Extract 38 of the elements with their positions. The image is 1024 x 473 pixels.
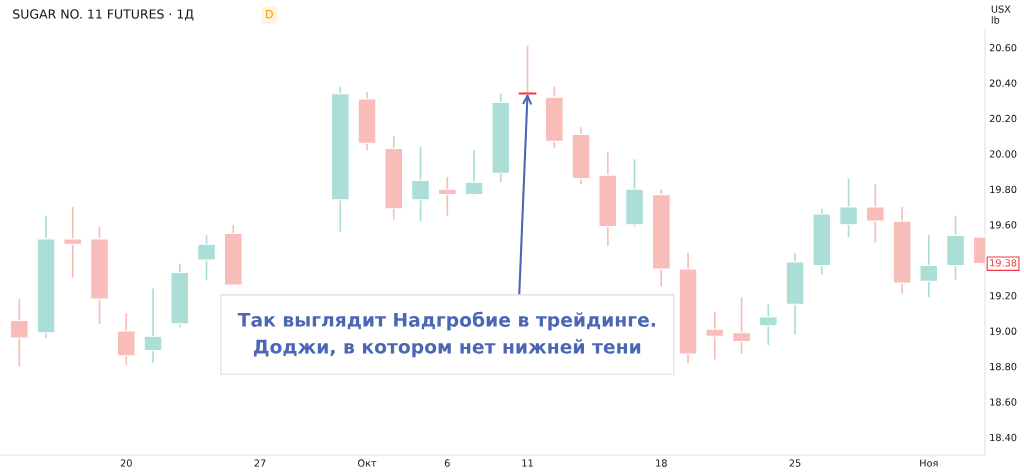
candlestick — [839, 177, 858, 238]
candlestick — [464, 149, 484, 198]
chart-title: SUGAR NO. 11 FUTURES · 1Д — [13, 9, 194, 21]
candlestick — [705, 310, 725, 361]
candlestick — [143, 287, 163, 364]
candlestick — [437, 176, 457, 217]
y-axis-title: USX lb — [991, 5, 1011, 24]
candlestick — [732, 296, 751, 355]
y-tick-label: 19.20 — [990, 292, 1017, 300]
annotation: Так выглядит Надгробие в трейдинге. Доджи, в котором нет нижней тени — [237, 311, 655, 358]
candlestick — [517, 44, 538, 95]
y-tick-label: 19.00 — [990, 327, 1017, 335]
y-tick-label: 19.60 — [990, 221, 1017, 229]
y-tick-label: 20.00 — [989, 150, 1017, 158]
y-tick-label: 20.60 — [989, 43, 1017, 52]
candlestick — [919, 234, 939, 299]
x-tick-label: 27 — [254, 459, 266, 467]
x-tick-label: Ноя — [920, 459, 938, 467]
candlestick — [63, 206, 83, 279]
y-tick-label: 20.20 — [989, 114, 1017, 123]
candlestick — [197, 234, 216, 281]
y-tick-label: 18.40 — [990, 433, 1017, 442]
annotation: 19.38 — [990, 259, 1017, 267]
x-tick-label: 6 — [444, 459, 450, 467]
text: D — [266, 10, 273, 19]
y-tick-label: 18.80 — [990, 362, 1017, 371]
x-tick-label: 11 — [522, 459, 533, 467]
candlestick — [411, 145, 430, 222]
y-tick-label: 18.60 — [990, 398, 1017, 406]
y-tick-label: 19.80 — [990, 185, 1017, 194]
candlestick — [758, 303, 778, 347]
x-tick-label: Окт — [357, 459, 377, 467]
candlestick — [9, 298, 29, 368]
x-tick-label: 20 — [120, 459, 132, 467]
x-tick-label: 25 — [789, 459, 801, 467]
x-tick-label: 18 — [656, 459, 667, 467]
candlestick — [865, 183, 885, 244]
y-tick-label: 20.40 — [989, 79, 1017, 87]
